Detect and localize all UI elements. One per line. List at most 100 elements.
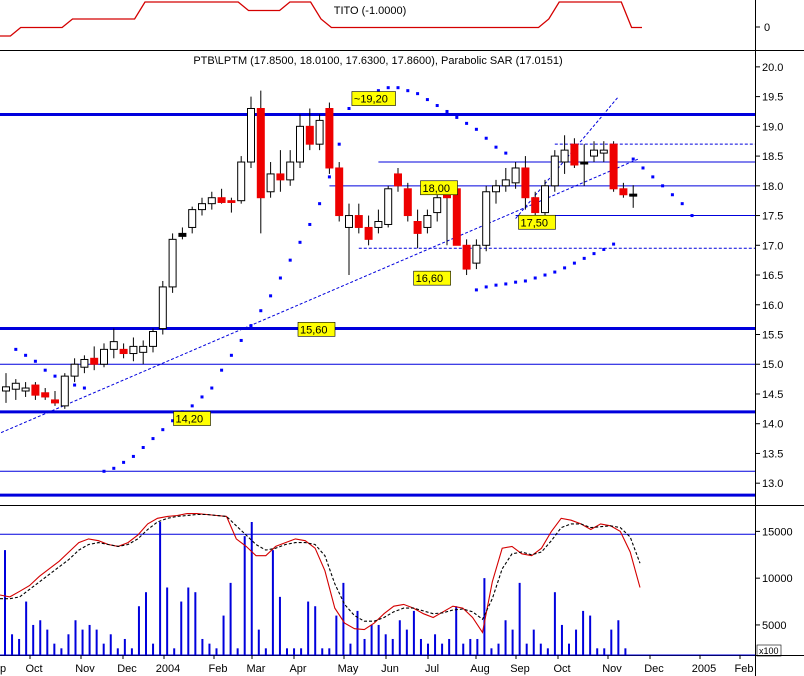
sar-dot [465,121,469,125]
sar-dot [474,288,478,292]
candle [90,346,99,371]
x-tick-label: Dec [117,663,137,675]
candle-body [413,221,422,234]
candle-body [315,119,324,145]
candle-body [2,386,10,392]
candle-body [384,188,393,225]
candle [2,373,10,403]
annotation-label: 14,20 [176,414,204,426]
sar-dot [239,338,243,342]
sar-dot [171,419,175,423]
candle [276,150,285,192]
candle [256,90,265,234]
candle-body [11,382,20,390]
candle-body [237,161,246,202]
candle [217,188,226,204]
candle-body [100,348,108,365]
sar-dot [33,359,37,363]
y-tick-label: 15.5 [762,330,783,342]
sar-dot [288,258,292,262]
x-tick-label: p [0,663,6,675]
y-tick-label: 14.0 [762,419,783,431]
sar-dot [131,454,135,458]
candle-body [198,203,206,211]
candle [374,209,383,234]
candle [413,209,422,249]
candle [590,141,598,163]
sar-dot [229,353,233,357]
sar-dot [641,166,645,170]
sar-dot [494,283,498,287]
sar-dot [278,276,282,280]
y-tick-label: 13.5 [762,448,783,460]
sar-dot [572,261,576,265]
annotation-label: ~19,20 [354,94,388,106]
candle [80,355,89,374]
candle-body [178,232,187,237]
y-tick-label: 0 [764,22,770,34]
price-title: PTB\LPTM (17.8500, 18.0100, 17.6300, 17.… [193,55,562,67]
x-tick-label: Jul [425,663,439,675]
candle-body [158,286,167,330]
candle-body [550,155,559,187]
candle-body [276,173,285,181]
sar-dot [112,466,116,470]
candle-body [149,331,157,347]
y-tick-label: 15000 [762,526,793,538]
candle-body [345,215,353,228]
candle-body [394,173,402,187]
annotation-box [420,180,458,196]
sar-dot [504,151,508,155]
candle [511,162,520,189]
candle-body [21,387,30,392]
candle-body [531,197,540,214]
candle-body [423,215,432,228]
candle-body [227,200,236,203]
annotation-label: 15,60 [300,324,328,336]
x-tick-label: 2004 [156,663,180,675]
annotation-label: 17,50 [521,217,549,229]
annotation-box [413,270,451,286]
candle [599,141,608,163]
y-tick-label: 19.5 [762,92,783,104]
sar-dot [416,92,420,96]
sar-dot [327,175,331,179]
candle-body [188,209,197,228]
x-tick-label: Feb [209,663,228,675]
candle [119,343,128,359]
candle-body [462,244,471,270]
y-tick-label: 16.0 [762,300,783,312]
candle-body [31,384,40,396]
candle [433,191,442,222]
volume-unit-label: x100 [759,646,779,656]
sar-dot [161,428,165,432]
candle-body [541,185,549,214]
candle [492,179,500,204]
sar-dot [200,395,204,399]
sar-dot [474,127,478,131]
candle [403,182,412,222]
x-tick-label: Sep [510,663,530,675]
candle [384,185,393,228]
annotation-box [297,322,336,337]
candle [51,391,59,406]
candle [188,206,197,234]
y-tick-label: 18.5 [762,151,783,163]
candle-body [629,193,638,197]
y-tick-label: 13.0 [762,478,783,490]
candle-body [452,188,461,246]
candle-body [433,197,442,214]
candle-body [296,125,304,163]
candle [139,340,148,365]
y-tick-label: 10000 [762,573,793,585]
candle [109,328,118,359]
x-tick-label: May [338,663,359,675]
candle-body [354,215,363,228]
volume-unit-frame [756,644,782,657]
candle-body [109,341,118,350]
volume-average-line [0,513,641,634]
candle [423,209,432,234]
sar-dot [347,107,351,110]
candle-body [325,108,334,169]
y-tick-label: 17.0 [762,240,783,252]
